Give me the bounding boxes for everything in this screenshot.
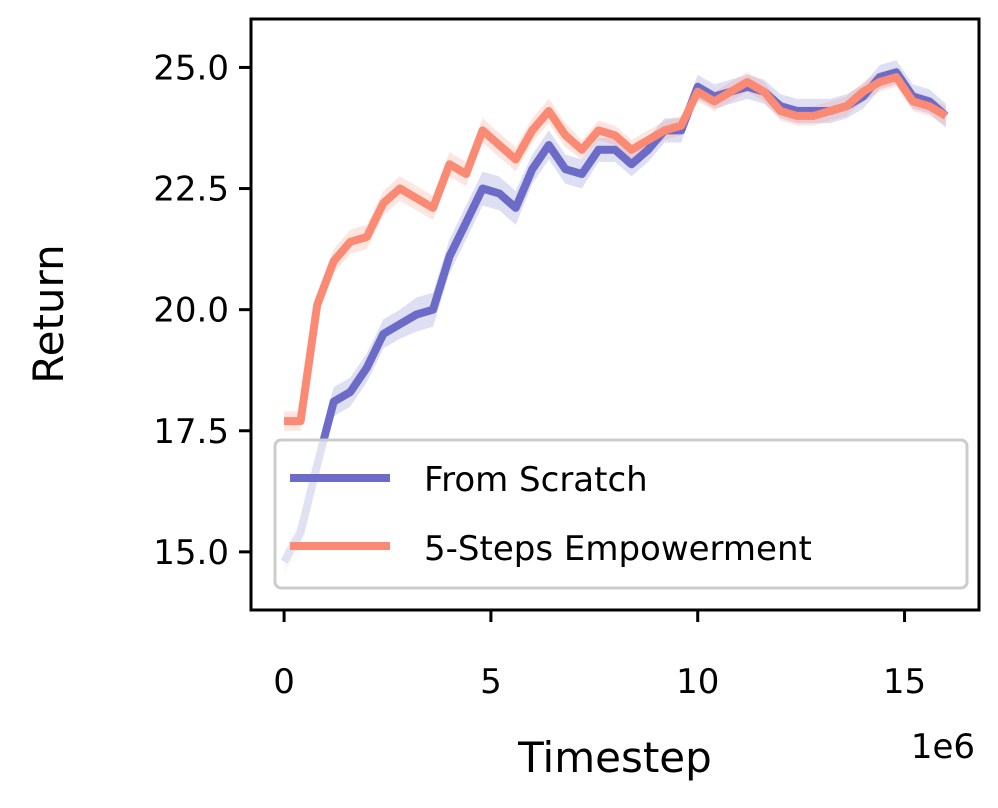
legend-box xyxy=(273,438,969,590)
x-tick-label: 0 xyxy=(273,662,295,702)
x-axis-label: Timestep xyxy=(517,733,712,782)
y-tick-label: 22.5 xyxy=(153,170,229,210)
y-tick-label: 25.0 xyxy=(153,48,229,88)
x-tick-label: 5 xyxy=(480,662,502,702)
y-tick-label: 17.5 xyxy=(153,412,229,452)
y-axis-label: Return xyxy=(24,244,73,383)
x-axis-ticks: 0 5 10 15 xyxy=(273,610,926,702)
y-tick-label: 20.0 xyxy=(153,291,229,331)
y-tick-label: 15.0 xyxy=(153,533,229,573)
series-lines xyxy=(280,68,949,564)
plot-frame xyxy=(249,17,981,612)
legend-label-5-steps-empowerment: 5-Steps Empowerment xyxy=(424,529,812,569)
legend: From Scratch 5-Steps Empowerment xyxy=(273,438,969,590)
x-tick-label: 15 xyxy=(883,662,926,702)
x-tick-label: 10 xyxy=(676,662,719,702)
x-axis-offset-text: 1e6 xyxy=(911,727,975,767)
5-steps-empowerment-band xyxy=(284,67,946,431)
5-steps-empowerment-line xyxy=(284,73,948,426)
legend-label-from-scratch: From Scratch xyxy=(424,460,648,500)
y-axis-ticks: 15.0 17.5 20.0 22.5 25.0 xyxy=(153,48,251,573)
